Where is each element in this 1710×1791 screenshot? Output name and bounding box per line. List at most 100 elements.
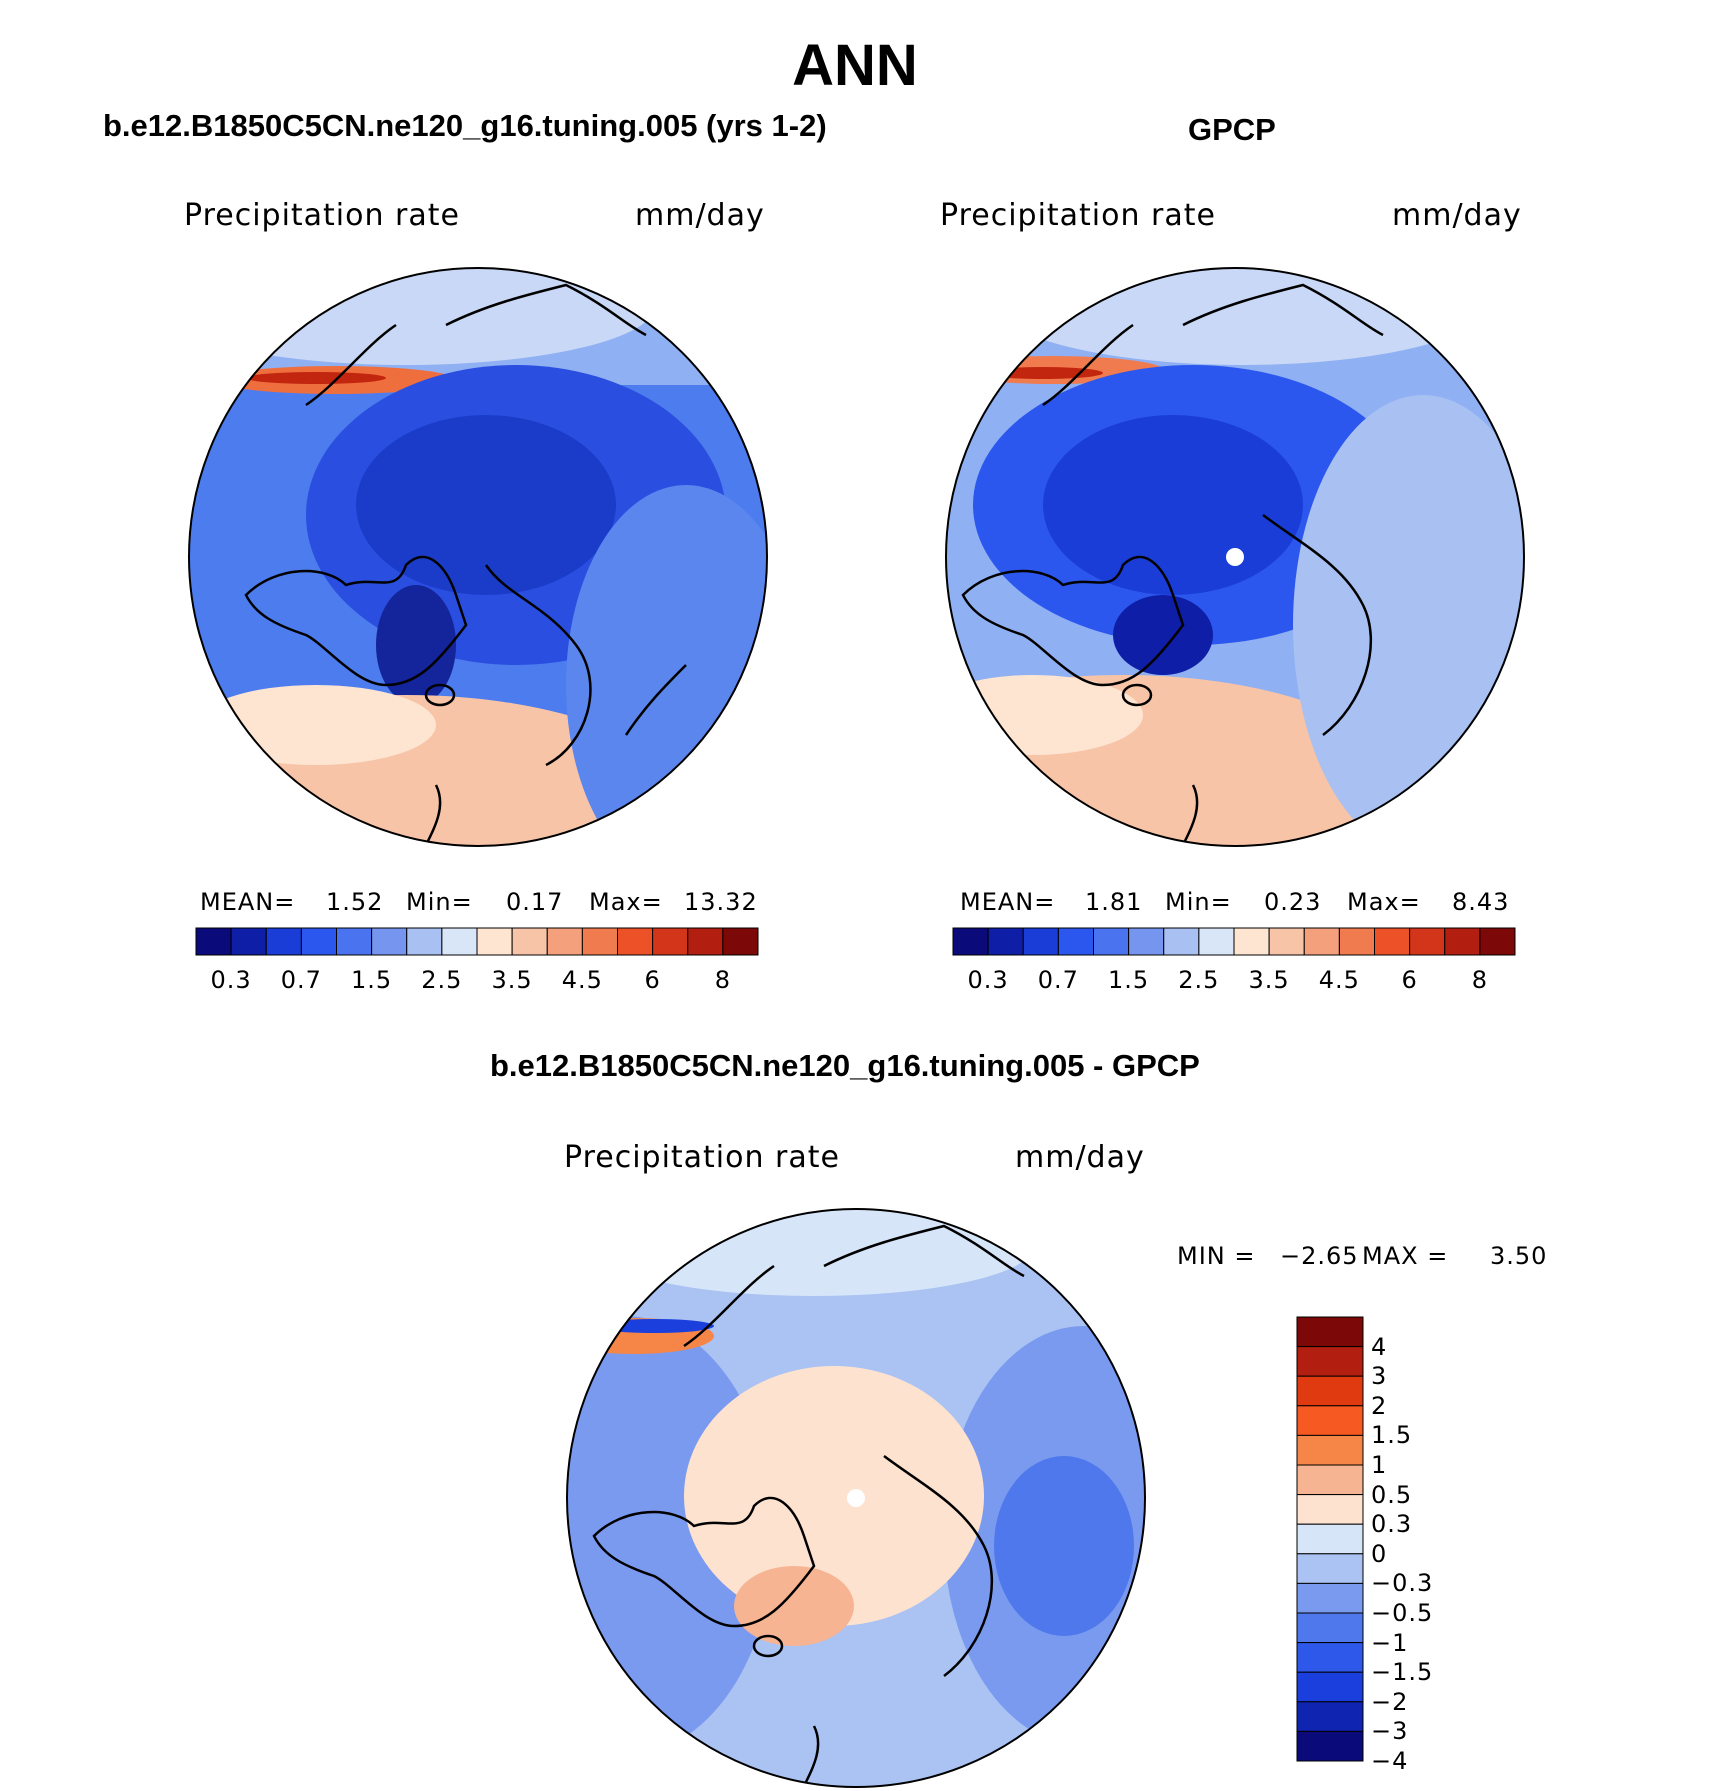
- panel1-colorbar-swatch: [581, 927, 618, 956]
- panel2-colorbar-swatch: [1198, 927, 1235, 956]
- panel3-min-value: −2.65: [1280, 1242, 1359, 1270]
- panel1-region-atlantic-light: [196, 685, 436, 765]
- panel1-max-value: 13.32: [684, 888, 758, 916]
- panel2-polar-map: [945, 267, 1525, 847]
- panel1-colorbar-swatch: [230, 927, 267, 956]
- panel2-north-pole-mask: [1226, 548, 1244, 566]
- panel2-colorbar-swatch: [987, 927, 1024, 956]
- panel3-colorbar-tick-label: 0: [1371, 1539, 1388, 1568]
- panel2-colorbar-swatch: [1163, 927, 1200, 956]
- panel3-colorbar-tick-label: −4: [1371, 1747, 1409, 1775]
- panel3-region-arctic-positive: [684, 1366, 984, 1626]
- panel3-max-label: MAX =: [1362, 1242, 1449, 1270]
- panel2-colorbar-tick-label: 0.3: [967, 966, 1009, 994]
- panel1-region-light-band: [189, 268, 656, 365]
- main-title: ANN: [792, 33, 918, 98]
- panel3-colorbar-swatch: [1296, 1316, 1364, 1348]
- panel3-units-label: mm/day: [1015, 1140, 1145, 1175]
- panel1-colorbar-tick-label: 0.7: [280, 966, 322, 994]
- panel1-colorbar: [195, 927, 759, 956]
- panel3-colorbar-tick-label: −3: [1371, 1717, 1409, 1746]
- panel3-title: b.e12.B1850C5CN.ne120_g16.tuning.005 - G…: [490, 1048, 1200, 1083]
- panel1-colorbar-tick-label: 1.5: [351, 966, 393, 994]
- panel3-colorbar-tick-label: 0.3: [1371, 1510, 1413, 1539]
- panel3-colorbar-swatch: [1296, 1730, 1364, 1762]
- panel3-north-pole-mask: [847, 1489, 865, 1507]
- panel1-polar-map: [188, 267, 768, 847]
- panel1-colorbar-swatch: [617, 927, 654, 956]
- panel1-max-label: Max=: [589, 888, 663, 916]
- panel2-region-arctic-core: [1043, 415, 1303, 595]
- panel3-colorbar-swatch: [1296, 1582, 1364, 1614]
- panel2-colorbar-tick-label: 3.5: [1248, 966, 1290, 994]
- panel3-colorbar-swatch: [1296, 1553, 1364, 1584]
- panel2-colorbar-swatch: [1057, 927, 1094, 956]
- panel2-colorbar-swatch: [1374, 927, 1411, 956]
- panel3-colorbar-swatch: [1296, 1464, 1364, 1496]
- panel3-region-east-deep: [994, 1456, 1134, 1636]
- panel3-colorbar-tick-label: 1.5: [1371, 1421, 1413, 1450]
- panel3-colorbar-tick-label: 3: [1371, 1362, 1388, 1391]
- panel2-region-eurasia: [1293, 395, 1524, 846]
- panel3-colorbar-swatch: [1296, 1523, 1364, 1555]
- panel3-colorbar-swatch: [1296, 1405, 1364, 1436]
- panel1-region-greenland-dry: [376, 585, 456, 705]
- panel1-colorbar-swatch: [546, 927, 583, 956]
- panel2-variable-label: Precipitation rate: [940, 198, 1216, 233]
- panel3-colorbar-tick-label: −1: [1371, 1628, 1409, 1657]
- panel1-colorbar-swatch: [652, 927, 689, 956]
- panel2-colorbar-swatch: [1338, 927, 1375, 956]
- panel2-region-north-light: [983, 268, 1503, 365]
- panel3-colorbar-tick-label: −0.3: [1371, 1569, 1434, 1598]
- panel2-max-label: Max=: [1347, 888, 1421, 916]
- panel2-colorbar-swatch: [1022, 927, 1059, 956]
- panel3-region-pacific-dipole-neg: [594, 1319, 714, 1333]
- panel1-colorbar-swatch: [441, 927, 478, 956]
- panel1-colorbar-swatch: [300, 927, 337, 956]
- panel3-coastlines: [592, 1224, 1025, 1787]
- panel2-colorbar-tick-label: 1.5: [1108, 966, 1150, 994]
- panel2-min-label: Min=: [1165, 888, 1232, 916]
- panel1-mean-label: MEAN=: [200, 888, 296, 916]
- panel3-colorbar-tick-label: −0.5: [1371, 1599, 1434, 1627]
- panel1-colorbar-swatch: [265, 927, 302, 956]
- panel2-coastlines: [961, 283, 1384, 846]
- panel1-variable-label: Precipitation rate: [184, 198, 460, 233]
- panel3-colorbar-tick-label: 0.5: [1371, 1480, 1413, 1509]
- panel2-region-greenland-dry: [1113, 595, 1213, 675]
- panel3-colorbar-swatch: [1296, 1434, 1364, 1466]
- panel2-colorbar-swatch: [1444, 927, 1481, 956]
- panel3-colorbar-swatch: [1296, 1701, 1364, 1732]
- panel2-colorbar-tick-label: 4.5: [1318, 966, 1360, 994]
- panel1-coastlines: [244, 283, 687, 846]
- panel1-region-pacific-peak: [246, 372, 386, 384]
- panel3-region-greenland-positive: [734, 1566, 854, 1646]
- panel2-colorbar-tick-label: 2.5: [1178, 966, 1220, 994]
- panel1-colorbar-swatch: [476, 927, 513, 956]
- panel1-region-arctic-core: [356, 415, 616, 595]
- panel2-mean-value: 1.81: [1085, 888, 1143, 916]
- panel2-title: GPCP: [1188, 112, 1276, 147]
- panel3-colorbar: [1296, 1316, 1364, 1762]
- panel3-colorbar-tick-label: 4: [1371, 1332, 1388, 1361]
- panel1-mean-value: 1.52: [326, 888, 384, 916]
- panel3-colorbar-swatch: [1296, 1494, 1364, 1525]
- panel2-colorbar-tick-label: 6: [1401, 966, 1418, 994]
- panel3-colorbar-tick-label: −2: [1371, 1687, 1409, 1716]
- panel1-colorbar-swatch: [511, 927, 548, 956]
- panel1-colorbar-tick-label: 3.5: [491, 966, 533, 994]
- panel3-min-label: MIN =: [1177, 1242, 1256, 1270]
- panel1-min-label: Min=: [406, 888, 473, 916]
- panel2-colorbar-swatch: [1479, 927, 1516, 956]
- panel3-colorbar-swatch: [1296, 1671, 1364, 1703]
- panel1-min-value: 0.17: [506, 888, 564, 916]
- panel1-colorbar-tick-label: 2.5: [421, 966, 463, 994]
- panel2-colorbar: [952, 927, 1516, 956]
- panel1-title: b.e12.B1850C5CN.ne120_g16.tuning.005 (yr…: [103, 108, 827, 143]
- panel2-region-atlantic-light: [946, 675, 1143, 755]
- panel1-units-label: mm/day: [635, 198, 765, 233]
- panel2-min-value: 0.23: [1264, 888, 1322, 916]
- panel1-colorbar-swatch: [722, 927, 759, 956]
- panel1-colorbar-swatch: [687, 927, 724, 956]
- panel1-colorbar-tick-label: 0.3: [210, 966, 252, 994]
